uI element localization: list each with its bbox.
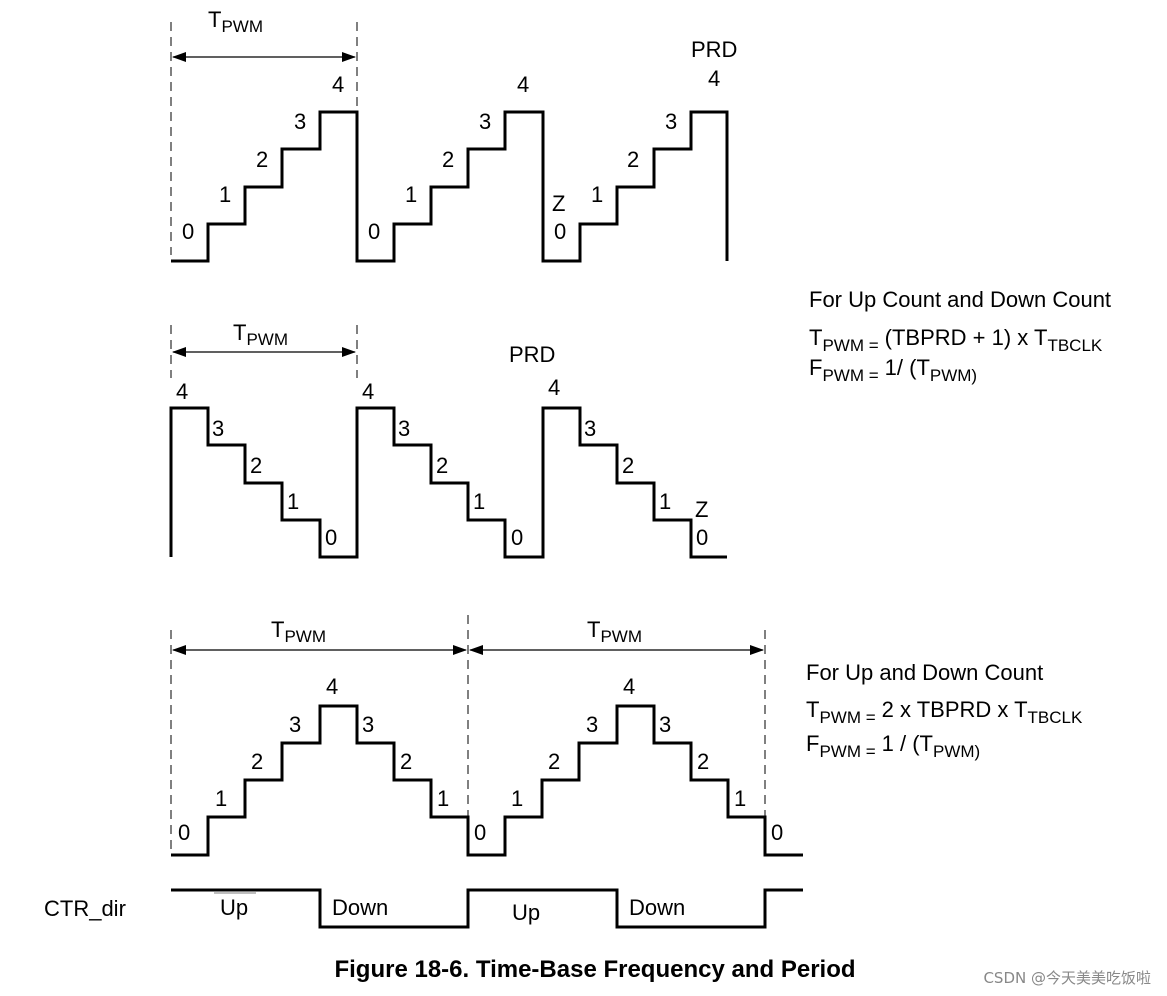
step-label: 1 (215, 786, 227, 811)
step-label: 3 (586, 712, 598, 737)
step-label: 4 (332, 72, 344, 97)
zero-label: Z (552, 191, 565, 216)
tpwm-label: TPWM (233, 320, 288, 349)
formula-up-and-down: For Up and Down Count TPWM = 2 x TBPRD x … (806, 660, 1083, 761)
formula-heading: For Up and Down Count (806, 660, 1043, 685)
tpwm-label: TPWM (587, 617, 642, 646)
step-label: 4 (176, 379, 188, 404)
step-label: 1 (219, 182, 231, 207)
ctr-dir-signal: CTR_dir Up Down Up Down (44, 888, 803, 929)
step-label: 1 (473, 489, 485, 514)
tpwm-label: TPWM (271, 617, 326, 646)
formula-heading: For Up Count and Down Count (809, 287, 1111, 312)
ctr-dir-waveform (171, 888, 803, 929)
period-formula: TPWM = (TBPRD + 1) x TTBCLK (809, 325, 1103, 355)
watermark: CSDN @今天美美吃饭啦 (983, 969, 1151, 987)
step-label: 1 (405, 182, 417, 207)
step-label: 0 (554, 219, 566, 244)
step-label: 2 (250, 453, 262, 478)
frequency-formula: FPWM = 1/ (TPWM) (809, 355, 977, 385)
step-label: 3 (289, 712, 301, 737)
step-label: 0 (182, 219, 194, 244)
step-label: 4 (708, 66, 720, 91)
step-label: 1 (437, 786, 449, 811)
step-label: 2 (627, 147, 639, 172)
step-label: 1 (287, 489, 299, 514)
formula-up-or-down: For Up Count and Down Count TPWM = (TBPRD… (809, 287, 1111, 385)
up-down-count-waveform (171, 704, 803, 857)
up-down-count-panel: TPWM TPWM 0 1 2 3 4 3 2 1 0 1 2 3 4 3 2 … (170, 615, 803, 857)
down-count-waveform (169, 406, 727, 559)
step-label: 0 (325, 525, 337, 550)
step-label: 3 (659, 712, 671, 737)
step-label: 1 (734, 786, 746, 811)
zero-label: Z (695, 497, 708, 522)
down-count-panel: TPWM 4 3 2 1 0 4 3 2 1 0 PRD 4 3 2 1 Z 0 (169, 320, 727, 559)
step-label: 2 (256, 147, 268, 172)
step-label: 4 (517, 72, 529, 97)
step-label: 2 (442, 147, 454, 172)
step-label: 3 (398, 416, 410, 441)
step-label: 0 (368, 219, 380, 244)
step-label: 3 (362, 712, 374, 737)
step-label: 3 (212, 416, 224, 441)
step-label: 2 (251, 749, 263, 774)
prd-label: PRD (509, 342, 555, 367)
phase-label-up: Up (220, 895, 248, 920)
phase-label-down: Down (332, 895, 388, 920)
step-label: 4 (548, 375, 560, 400)
step-label: 4 (623, 674, 635, 699)
period-formula: TPWM = 2 x TBPRD x TTBCLK (806, 697, 1083, 727)
step-label: 2 (400, 749, 412, 774)
prd-label: PRD (691, 37, 737, 62)
step-label: 1 (591, 182, 603, 207)
step-label: 3 (665, 109, 677, 134)
step-label: 3 (479, 109, 491, 134)
phase-label-up: Up (512, 900, 540, 925)
up-count-waveform (171, 110, 729, 263)
step-label: 0 (696, 525, 708, 550)
step-label: 0 (771, 820, 783, 845)
step-label: 4 (362, 379, 374, 404)
step-label: 2 (436, 453, 448, 478)
frequency-formula: FPWM = 1 / (TPWM) (806, 731, 980, 761)
step-label: 0 (178, 820, 190, 845)
phase-label-down: Down (629, 895, 685, 920)
step-label: 3 (584, 416, 596, 441)
step-label: 2 (622, 453, 634, 478)
step-label: 0 (474, 820, 486, 845)
step-label: 3 (294, 109, 306, 134)
step-label: 1 (511, 786, 523, 811)
step-label: 2 (697, 749, 709, 774)
step-label: 2 (548, 749, 560, 774)
figure-caption: Figure 18-6. Time-Base Frequency and Per… (334, 956, 855, 983)
ctr-dir-label: CTR_dir (44, 896, 126, 921)
step-label: 4 (326, 674, 338, 699)
step-label: 0 (511, 525, 523, 550)
step-label: 1 (659, 489, 671, 514)
tpwm-label: TPWM (208, 7, 263, 36)
up-count-panel: TPWM 0 1 2 3 4 0 1 2 3 4 Z 0 1 2 3 PRD 4 (170, 7, 737, 263)
